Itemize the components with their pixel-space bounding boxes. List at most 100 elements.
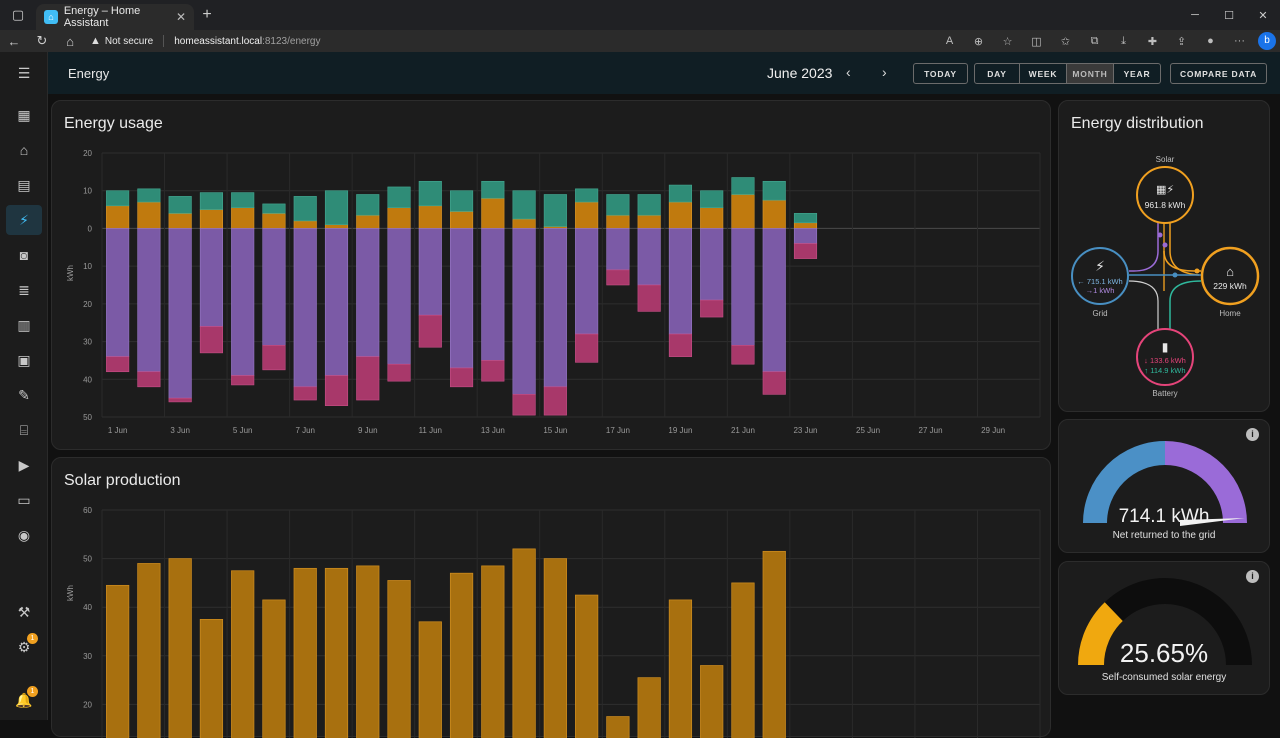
wrench-icon[interactable]: ✎: [18, 386, 30, 403]
bar-solar-production: [668, 599, 693, 738]
today-button[interactable]: TODAY: [913, 63, 968, 84]
x-tick-label: 7 Jun: [295, 426, 315, 435]
bar-battery-out: [418, 180, 442, 207]
bar-battery-out: [293, 196, 317, 222]
home-node[interactable]: [1200, 246, 1260, 306]
hammer-icon[interactable]: ⚒: [17, 603, 31, 620]
energy-usage-title: Energy usage: [64, 115, 163, 132]
y-tick-label: 50: [83, 413, 92, 422]
chart-icon[interactable]: ▥: [17, 316, 31, 333]
chevron-left-icon[interactable]: ‹: [846, 64, 851, 80]
bar-grid-in: [543, 228, 567, 388]
person-icon[interactable]: ◙: [19, 247, 29, 263]
bar-solar-production: [231, 570, 255, 738]
read-aloud-icon[interactable]: A: [945, 35, 954, 47]
bar-solar: [137, 201, 161, 229]
downloads-icon[interactable]: ⤓: [1121, 34, 1126, 47]
zoom-icon[interactable]: ⊕: [973, 35, 984, 48]
range-month-button[interactable]: MONTH: [1067, 64, 1114, 83]
overview-icon[interactable]: ▦: [17, 106, 31, 123]
range-year-button[interactable]: YEAR: [1123, 68, 1151, 79]
home-button-icon[interactable]: ⌂: [66, 33, 74, 49]
y-tick-label: 10: [83, 187, 92, 196]
minimize-icon[interactable]: ─: [1191, 9, 1199, 21]
bar-battery-out: [512, 190, 536, 220]
x-tick-label: 25 Jun: [856, 426, 880, 435]
store-icon[interactable]: ⌸: [19, 421, 29, 438]
bar-battery-out: [106, 190, 130, 207]
x-tick-label: 21 Jun: [731, 426, 755, 435]
terminal-icon[interactable]: ▭: [17, 491, 31, 508]
bar-battery-in: [606, 269, 630, 286]
battery-out: ↓ 133.6 kWh: [1144, 356, 1186, 365]
split-screen-icon[interactable]: ◫: [1031, 35, 1042, 48]
battery-node[interactable]: [1136, 328, 1194, 386]
home-value: 229 kWh: [1213, 281, 1247, 291]
maximize-icon[interactable]: ☐: [1224, 9, 1234, 22]
media-icon[interactable]: ▶: [18, 456, 30, 473]
flow-dot: [1157, 232, 1163, 238]
copilot-icon[interactable]: b: [1258, 32, 1276, 50]
grid-gauge: [1083, 441, 1247, 526]
bar-battery-out: [606, 194, 630, 216]
more-icon[interactable]: ···: [1234, 35, 1245, 47]
energy-icon[interactable]: ⚡: [6, 205, 42, 235]
calendar-icon[interactable]: ▣: [17, 351, 31, 368]
grid-node[interactable]: [1071, 247, 1129, 305]
solar-production-chart[interactable]: 60 50 40 30 20 kWh: [52, 458, 1052, 738]
range-week-button[interactable]: WEEK: [1020, 64, 1067, 83]
address-bar: ← ↻ ⌂ ▲ Not secure homeassistant.local :…: [0, 30, 1280, 52]
list-icon[interactable]: ≣: [18, 281, 30, 298]
bar-battery-in: [199, 326, 223, 354]
bar-solar: [356, 214, 380, 229]
grid-icon[interactable]: ▤: [17, 176, 31, 193]
home-icon[interactable]: ⌂: [19, 142, 29, 158]
bar-solar: [168, 213, 192, 229]
tab-actions-icon[interactable]: ▢: [11, 7, 25, 22]
info-icon[interactable]: i: [1246, 428, 1259, 441]
compare-data-button[interactable]: COMPARE DATA: [1170, 63, 1267, 84]
menu-icon[interactable]: ☰: [17, 64, 31, 81]
close-window-icon[interactable]: ✕: [1258, 9, 1268, 22]
wifi-icon[interactable]: ◉: [17, 526, 31, 543]
energy-usage-chart[interactable]: 20 10 0 10 20 30 40 50 kWh 1 Jun 3 Jun 5 Jun 7 Jun 9 …: [52, 101, 1052, 451]
back-icon[interactable]: ←: [7, 33, 21, 49]
bar-battery-in: [387, 363, 411, 382]
y-axis-label: kWh: [66, 265, 75, 281]
y-tick-label: 10: [83, 262, 92, 271]
browser-tab[interactable]: ⌂ Energy – Home Assistant ✕: [36, 4, 194, 30]
close-tab-icon[interactable]: ✕: [175, 10, 186, 24]
bar-solar-production: [356, 565, 380, 738]
bar-grid-in: [700, 228, 724, 301]
new-tab-icon[interactable]: +: [202, 6, 212, 23]
bar-solar: [481, 197, 505, 229]
bar-battery-in: [231, 375, 255, 386]
house-icon: ⌂: [1226, 264, 1234, 279]
settings-icon[interactable]: ⚙ 1: [6, 632, 42, 662]
bar-battery-in: [324, 375, 349, 406]
range-day-button[interactable]: DAY: [975, 64, 1020, 83]
extensions-icon[interactable]: ✚: [1147, 35, 1158, 48]
bar-solar: [450, 211, 474, 229]
bar-battery-out: [450, 190, 474, 212]
y-tick-label: 60: [83, 506, 92, 515]
y-tick-label: 40: [83, 603, 92, 612]
bar-grid-in: [606, 228, 630, 271]
reload-icon[interactable]: ↻: [36, 33, 48, 48]
favorite-star-icon[interactable]: ☆: [1002, 35, 1013, 48]
bell-icon[interactable]: 🔔 1: [6, 685, 42, 715]
info-icon[interactable]: i: [1246, 570, 1259, 583]
energy-distribution-diagram[interactable]: Solar ▦⚡ 961.8 kWh ⚡ ← 715.1 kWh →1 kWh …: [1059, 101, 1271, 413]
self-consumed-gauge-card: i 25.65% Self-consumed solar energy: [1058, 561, 1270, 695]
bar-battery-in: [512, 394, 536, 416]
chevron-right-icon[interactable]: ›: [882, 64, 887, 80]
favorites-icon[interactable]: ✩: [1060, 35, 1071, 48]
bar-grid-in: [575, 228, 599, 335]
url-path: :8123/energy: [262, 35, 321, 47]
solar-node[interactable]: [1136, 166, 1194, 224]
collections-icon[interactable]: ⧉: [1090, 34, 1099, 47]
bar-solar: [512, 218, 536, 229]
url-field[interactable]: ▲ Not secure homeassistant.local :8123/e…: [84, 32, 320, 50]
profile-avatar-icon[interactable]: ●: [1207, 35, 1214, 47]
share-icon[interactable]: ⇪: [1176, 35, 1187, 48]
